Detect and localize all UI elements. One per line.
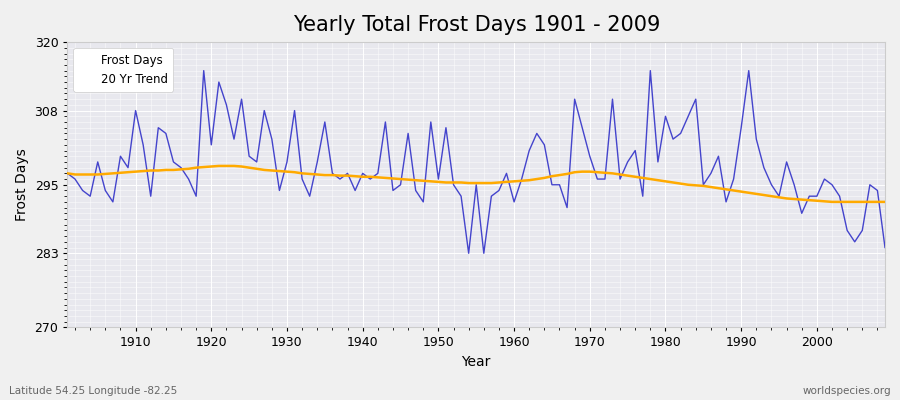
20 Yr Trend bbox=[517, 178, 527, 183]
Frost Days bbox=[342, 171, 353, 176]
X-axis label: Year: Year bbox=[462, 355, 490, 369]
Frost Days bbox=[198, 68, 209, 73]
Title: Yearly Total Frost Days 1901 - 2009: Yearly Total Frost Days 1901 - 2009 bbox=[292, 15, 660, 35]
20 Yr Trend bbox=[213, 164, 224, 168]
20 Yr Trend bbox=[342, 173, 353, 178]
Frost Days bbox=[615, 177, 626, 182]
Text: worldspecies.org: worldspecies.org bbox=[803, 386, 891, 396]
20 Yr Trend bbox=[297, 171, 308, 176]
20 Yr Trend bbox=[62, 171, 73, 176]
20 Yr Trend bbox=[608, 171, 618, 176]
20 Yr Trend bbox=[122, 170, 133, 175]
Frost Days bbox=[297, 177, 308, 182]
Line: 20 Yr Trend: 20 Yr Trend bbox=[68, 166, 885, 202]
Frost Days bbox=[464, 251, 474, 256]
Frost Days bbox=[879, 245, 890, 250]
20 Yr Trend bbox=[879, 200, 890, 204]
Y-axis label: Frost Days: Frost Days bbox=[15, 148, 29, 221]
20 Yr Trend bbox=[508, 179, 519, 184]
Line: Frost Days: Frost Days bbox=[68, 71, 885, 253]
Text: Latitude 54.25 Longitude -82.25: Latitude 54.25 Longitude -82.25 bbox=[9, 386, 177, 396]
Frost Days bbox=[517, 177, 527, 182]
Frost Days bbox=[524, 148, 535, 153]
20 Yr Trend bbox=[826, 200, 837, 204]
Frost Days bbox=[122, 165, 133, 170]
Legend: Frost Days, 20 Yr Trend: Frost Days, 20 Yr Trend bbox=[74, 48, 174, 92]
Frost Days bbox=[62, 171, 73, 176]
